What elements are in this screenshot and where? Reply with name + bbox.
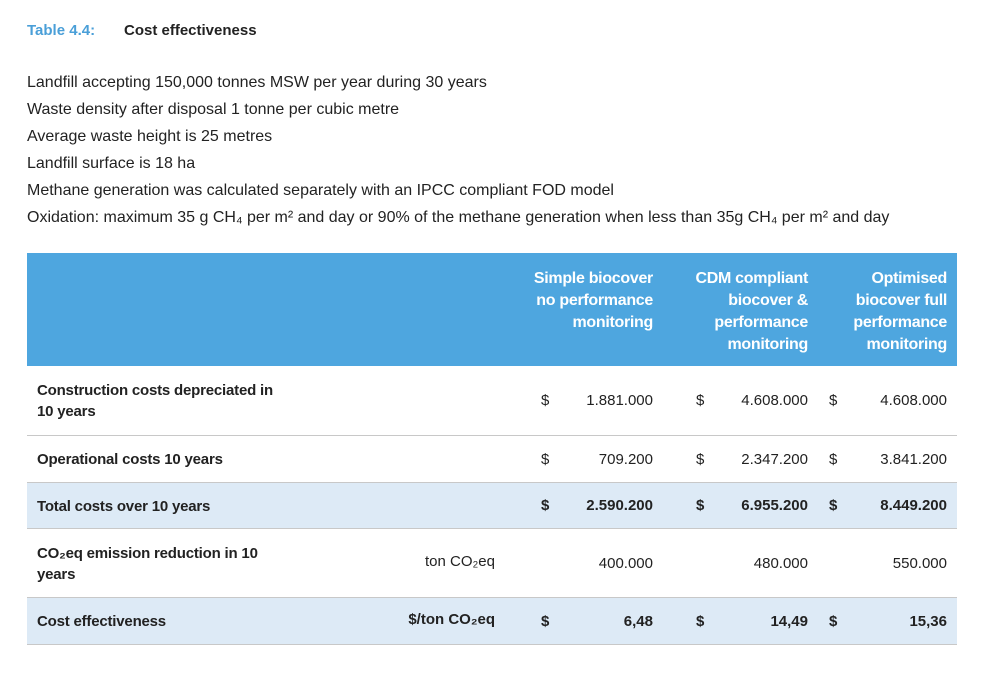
row-label: Cost effectiveness <box>37 613 166 630</box>
cell-value: 2.590.200 <box>586 497 653 514</box>
cell-value: 3.841.200 <box>880 450 947 468</box>
currency: $ <box>829 497 838 514</box>
column-header-line: biocover full <box>855 292 948 309</box>
column-header-line: monitoring <box>727 336 808 353</box>
table-row: Construction costs depreciated in 10 yea… <box>27 366 957 436</box>
table-label: Table 4.4: <box>27 22 96 39</box>
table-title: Cost effectiveness <box>124 22 257 39</box>
cell-value: 4.608.000 <box>741 392 808 409</box>
currency: $ <box>829 450 838 468</box>
cell-value: 2.347.200 <box>741 450 808 468</box>
column-header-line: monitoring <box>866 336 947 353</box>
currency: $ <box>696 392 705 409</box>
currency: $ <box>696 450 705 468</box>
table-row: Operational costs 10 years $709.200 $2.347… <box>27 436 957 483</box>
row-unit: $/ton CO₂eq <box>408 610 495 628</box>
assumption-line: Landfill accepting 150,000 tonnes MSW pe… <box>27 74 487 91</box>
currency: $ <box>541 392 550 409</box>
table-row: CO₂eq emission reduction in 10 years ton … <box>27 529 957 598</box>
currency: $ <box>541 612 550 630</box>
currency: $ <box>696 612 705 630</box>
currency: $ <box>829 392 838 409</box>
column-header-line: no performance <box>536 292 653 309</box>
cell-value: 14,49 <box>770 612 808 630</box>
assumption-line: Oxidation: maximum 35 g CH₄ per m² and d… <box>27 209 890 226</box>
row-unit: ton CO₂eq <box>424 552 495 570</box>
table-row: Total costs over 10 years $2.590.200 $6.95… <box>27 483 957 529</box>
assumption-line: Average waste height is 25 metres <box>27 128 273 145</box>
column-header: Optimised biocover full performance monitor… <box>787 268 947 356</box>
assumption-line: Methane generation was calculated separa… <box>27 182 614 199</box>
table-row: Cost effectiveness $/ton CO₂eq $6,48 $14,49… <box>27 598 957 645</box>
cell-value: 400.000 <box>598 554 653 572</box>
currency: $ <box>541 497 550 514</box>
column-header: Simple biocover no performance monitoring <box>493 268 653 334</box>
cell-value: 4.608.000 <box>880 392 947 409</box>
row-label: Operational costs 10 years <box>37 451 223 468</box>
cell-value: 15,36 <box>909 612 947 630</box>
cell-value: 550.000 <box>892 554 947 572</box>
row-label: CO₂eq emission reduction in 10 years <box>37 544 258 583</box>
column-header-line: biocover & <box>728 292 808 309</box>
assumption-line: Waste density after disposal 1 tonne per… <box>27 101 400 118</box>
column-header-line: monitoring <box>572 314 653 331</box>
column-header-line: performance <box>714 314 808 331</box>
column-header-line: performance <box>853 314 947 331</box>
column-header-line: CDM compliant <box>695 270 808 287</box>
column-header-line: Optimised <box>871 270 947 287</box>
currency: $ <box>541 450 550 468</box>
column-header-line: Simple biocover <box>533 270 653 287</box>
currency: $ <box>829 612 838 630</box>
cell-value: 709.200 <box>598 450 653 468</box>
cell-value: 480.000 <box>753 554 808 572</box>
row-label: Construction costs depreciated in 10 yea… <box>37 382 273 420</box>
cell-value: 6,48 <box>623 612 653 630</box>
assumption-line: Landfill surface is 18 ha <box>27 155 196 172</box>
cell-value: 6.955.200 <box>741 497 808 514</box>
cell-value: 8.449.200 <box>880 497 947 514</box>
column-header: CDM compliant biocover & performance monito… <box>648 268 808 356</box>
table-header <box>27 253 957 366</box>
currency: $ <box>696 497 705 514</box>
cell-value: 1.881.000 <box>586 392 653 409</box>
row-label: Total costs over 10 years <box>37 497 211 515</box>
